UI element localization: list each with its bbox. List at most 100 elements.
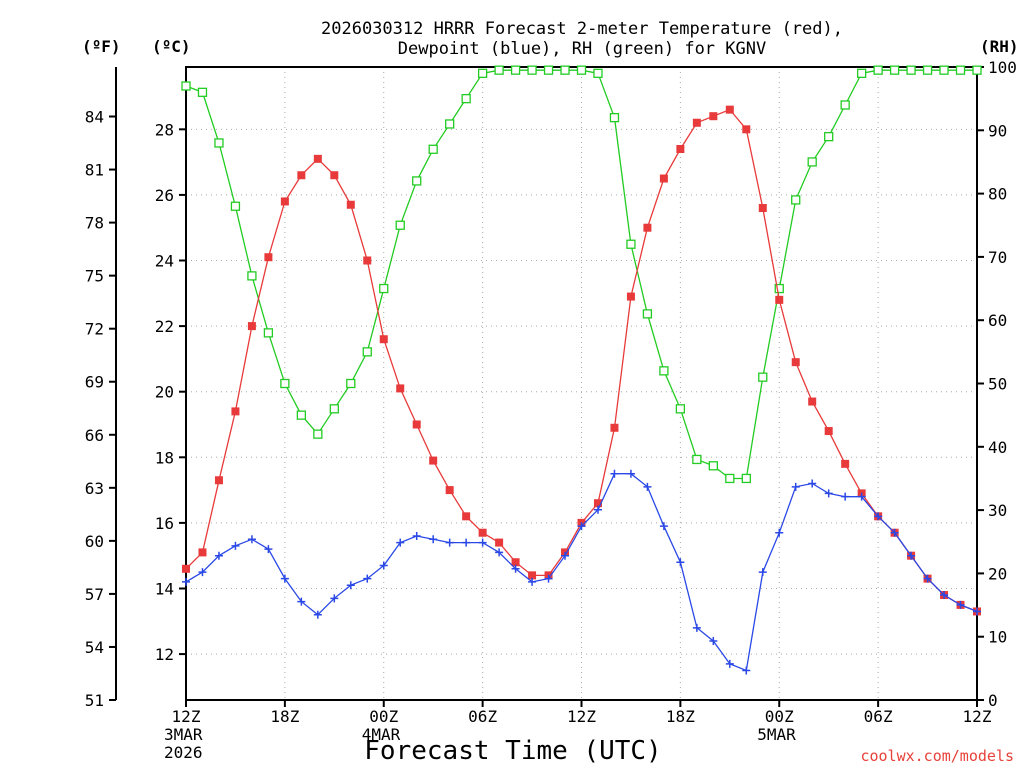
temperature-point xyxy=(247,322,256,331)
dewpoint-point xyxy=(577,522,586,531)
dewpoint-point xyxy=(396,538,405,547)
temperature-point xyxy=(528,571,537,580)
rh-point xyxy=(840,100,850,110)
rh-point xyxy=(445,119,455,129)
x-tick-label: 06Z xyxy=(864,707,893,726)
x-tick-date-label: 4MAR xyxy=(362,725,401,744)
dewpoint-markers xyxy=(182,469,981,675)
celsius-tick-label: 16 xyxy=(155,514,174,533)
rh-point xyxy=(313,429,323,439)
dewpoint-point xyxy=(709,636,718,645)
dewpoint-point xyxy=(330,594,339,603)
temperature-point xyxy=(841,459,850,468)
fahrenheit-tick-label: 57 xyxy=(85,585,104,604)
rh-tick-label: 30 xyxy=(988,501,1007,520)
x-tick-label: 18Z xyxy=(666,707,695,726)
x-tick-date-label: 5MAR xyxy=(757,725,796,744)
x-axis-label: Forecast Time (UTC) xyxy=(364,736,661,766)
temperature-point xyxy=(462,512,471,521)
temperature-point xyxy=(346,200,355,209)
temperature-point xyxy=(626,292,635,301)
rh-point xyxy=(395,220,405,230)
dewpoint-point xyxy=(973,607,981,616)
dewpoint-point xyxy=(940,591,949,600)
rh-point xyxy=(181,81,191,91)
temperature-point xyxy=(676,144,685,153)
dewpoint-point xyxy=(923,574,932,583)
dewpoint-point xyxy=(544,574,553,583)
celsius-tick-label: 26 xyxy=(155,186,174,205)
x-tick-label: 00Z xyxy=(369,707,398,726)
dewpoint-point xyxy=(593,505,602,514)
rh-point xyxy=(576,65,587,75)
credit-text: coolwx.com/models xyxy=(860,747,1014,765)
chart-title-line1: 2026030312 HRRR Forecast 2-meter Tempera… xyxy=(321,19,843,39)
temperature-point xyxy=(593,499,602,508)
rh-point xyxy=(955,65,966,75)
rh-tick-label: 100 xyxy=(988,58,1017,77)
celsius-tick-label: 24 xyxy=(155,252,174,271)
rh-point xyxy=(807,157,817,167)
dewpoint-point xyxy=(297,597,306,606)
rh-point xyxy=(906,65,916,75)
dewpoint-point xyxy=(626,469,635,478)
temperature-point xyxy=(692,118,701,127)
dewpoint-point xyxy=(676,558,685,567)
temperature-point xyxy=(824,427,833,436)
fahrenheit-tick-label: 60 xyxy=(85,532,104,551)
rh-point xyxy=(494,65,504,75)
temperature-point xyxy=(379,335,388,344)
rh-point xyxy=(296,410,307,420)
rh-point xyxy=(510,65,521,75)
rh-point xyxy=(856,68,867,78)
x-tick-date-label: 2026 xyxy=(164,743,203,762)
rh-point xyxy=(428,144,438,154)
rh-point xyxy=(461,94,471,104)
dewpoint-point xyxy=(758,568,767,577)
fahrenheit-axis-unit: (ºF) xyxy=(82,37,121,56)
celsius-tick-label: 14 xyxy=(155,579,174,598)
rh-tick-label: 80 xyxy=(988,185,1007,204)
temperature-point xyxy=(659,174,668,183)
rh-point xyxy=(263,328,274,338)
dewpoint-point xyxy=(528,577,537,586)
dewpoint-point xyxy=(841,492,850,501)
rh-point xyxy=(873,65,883,75)
rh-point xyxy=(214,138,224,148)
x-tick-label: 12Z xyxy=(963,707,992,726)
rh-point xyxy=(477,68,488,78)
dewpoint-point xyxy=(231,541,240,550)
rh-tick-label: 60 xyxy=(988,311,1007,330)
rh-point xyxy=(725,473,735,484)
rh-point xyxy=(197,87,208,97)
rh-point xyxy=(247,271,257,281)
rh-tick-label: 90 xyxy=(988,121,1007,140)
rh-point xyxy=(329,404,339,414)
temperature-point xyxy=(429,456,438,465)
dewpoint-point xyxy=(182,577,190,586)
rh-tick-label: 10 xyxy=(988,628,1007,647)
fahrenheit-tick-label: 54 xyxy=(85,638,104,657)
temperature-point xyxy=(709,112,718,121)
dewpoint-point xyxy=(692,623,701,632)
dewpoint-point xyxy=(907,551,916,560)
rh-point xyxy=(280,378,290,389)
dewpoint-point xyxy=(346,581,355,590)
temperature-point xyxy=(297,171,306,180)
rh-point xyxy=(609,112,620,123)
rh-point xyxy=(824,131,834,142)
rh-tick-label: 50 xyxy=(988,375,1007,394)
dewpoint-point xyxy=(429,535,438,544)
fahrenheit-tick-label: 51 xyxy=(85,691,104,710)
fahrenheit-tick-label: 78 xyxy=(85,214,104,233)
rh-point xyxy=(922,65,933,75)
rh-point xyxy=(774,283,784,294)
temperature-point xyxy=(725,105,734,114)
dewpoint-point xyxy=(445,538,454,547)
temperature-point xyxy=(478,528,487,537)
dewpoint-point xyxy=(214,551,223,560)
dewpoint-point xyxy=(610,469,619,478)
rh-point xyxy=(362,347,372,357)
